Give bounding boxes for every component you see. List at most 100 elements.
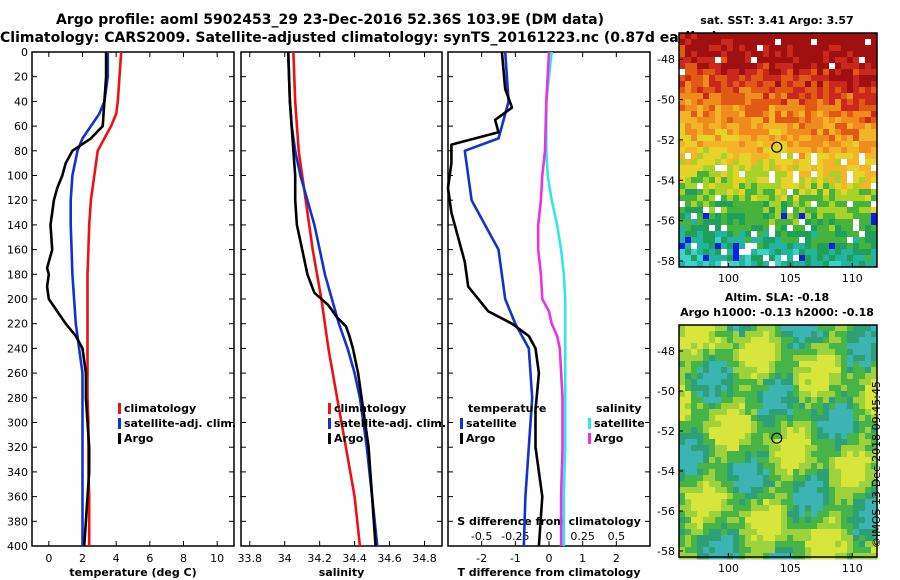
sla-map-cell	[727, 475, 734, 482]
sla-map-cell	[829, 517, 836, 524]
sla-map-cell	[811, 367, 818, 374]
sst-map-cell	[715, 69, 722, 76]
sst-map-cell	[685, 165, 692, 172]
sst-map-cell	[871, 225, 878, 232]
sla-map-cell	[811, 421, 818, 428]
sst-map-cell	[727, 87, 734, 94]
sla-map-cell	[751, 433, 758, 440]
sla-map-cell	[679, 415, 686, 422]
sst-map-cell	[733, 87, 740, 94]
sla-map-cell	[763, 433, 770, 440]
sla-map-cell	[679, 379, 686, 386]
sst-map-cell	[853, 189, 860, 196]
sst-map-cell	[763, 177, 770, 184]
sla-map-cell	[793, 373, 800, 380]
sst-map-cell	[817, 111, 824, 118]
sst-map-cell	[739, 87, 746, 94]
sst-map-cell	[751, 147, 758, 154]
sst-map-cell	[745, 189, 752, 196]
sla-map-cell	[853, 421, 860, 428]
ytick-label-120: 120	[7, 194, 28, 207]
sla-map-cell	[847, 421, 854, 428]
sla-map-cell	[709, 397, 716, 404]
sst-map-cell	[805, 141, 812, 148]
sla-map-cell	[763, 439, 770, 446]
sla-map-cell	[853, 493, 860, 500]
sst-map-cell	[805, 87, 812, 94]
sla-map-cell	[781, 379, 788, 386]
sst-map-cell	[793, 105, 800, 112]
sla-map-cell	[841, 439, 848, 446]
sla-map-cell	[853, 397, 860, 404]
sla-map-cell	[781, 451, 788, 458]
sst-map-cell	[733, 189, 740, 196]
sla-map-cell	[835, 337, 842, 344]
ytick-label-40: 40	[14, 95, 28, 108]
sst-map-cell	[799, 63, 806, 70]
sst-map-cell	[745, 153, 752, 160]
sla-map-cell	[733, 385, 740, 392]
sst-map-cell	[811, 231, 818, 238]
sst-map-cell	[727, 105, 734, 112]
sst-map-cell	[793, 81, 800, 88]
difference-xlabel: T difference from climatology	[457, 566, 640, 579]
sst-map-cell	[841, 81, 848, 88]
sst-map-cell	[697, 213, 704, 220]
sst-map-cell	[709, 105, 716, 112]
sla-map-cell	[775, 331, 782, 338]
sla-map-cell	[751, 415, 758, 422]
sst-map-cell	[781, 261, 788, 268]
sst-map-cell	[757, 57, 764, 64]
sla-map-cell	[787, 331, 794, 338]
sst-map-cell	[775, 111, 782, 118]
sla-map-cell	[769, 451, 776, 458]
sla-map-cell	[769, 361, 776, 368]
sst-map-cell	[697, 159, 704, 166]
sst-map-cell	[793, 117, 800, 124]
sla-map-cell	[859, 445, 866, 452]
sst-map-cell	[757, 243, 764, 250]
sst-map-cell	[757, 159, 764, 166]
sst-map-cell	[853, 237, 860, 244]
sla-map-cell	[811, 469, 818, 476]
sst-map-cell	[757, 87, 764, 94]
sst-map-cell	[739, 123, 746, 130]
sla-map-cell	[727, 493, 734, 500]
sla-map-cell	[739, 439, 746, 446]
sla-map-cell	[793, 511, 800, 518]
sla-map-cell	[811, 349, 818, 356]
sst-map-cell	[727, 141, 734, 148]
sst-map-cell	[871, 165, 878, 172]
sla-map-cell	[811, 445, 818, 452]
difference-xtick-top-label: -0.25	[501, 530, 529, 543]
sst-map-cell	[805, 177, 812, 184]
sst-map-cell	[697, 171, 704, 178]
sst-map-cell	[763, 87, 770, 94]
sst-map-cell	[847, 81, 854, 88]
sla-map-cell	[733, 535, 740, 542]
sst-map-cell	[721, 201, 728, 208]
sla-map-cell	[733, 343, 740, 350]
sla-map-cell	[727, 415, 734, 422]
sla-map-cell	[781, 397, 788, 404]
sla-map-cell	[847, 457, 854, 464]
sla-map-cell	[799, 535, 806, 542]
sst-map-cell	[721, 171, 728, 178]
sst-map-cell	[847, 117, 854, 124]
sst-map-cell	[835, 45, 842, 52]
sla-map-cell	[715, 391, 722, 398]
sst-map-cell	[793, 87, 800, 94]
sla-map-cell	[859, 415, 866, 422]
sst-map-cell	[769, 159, 776, 166]
sst-map-cell	[691, 87, 698, 94]
sla-map-cell	[691, 403, 698, 410]
sst-map-cell	[805, 75, 812, 82]
sla-map-cell	[769, 385, 776, 392]
sla-map-cell	[715, 397, 722, 404]
sla-map-cell	[757, 493, 764, 500]
sla-map-cell	[847, 415, 854, 422]
sla-map-cell	[721, 421, 728, 428]
sla-map-cell	[691, 505, 698, 512]
sla-map-cell	[697, 439, 704, 446]
sst-map-cell	[691, 123, 698, 130]
